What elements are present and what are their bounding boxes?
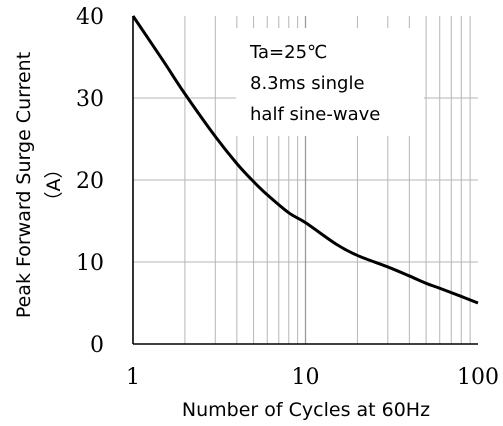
y-axis-label: Peak Forward Surge Current	[13, 52, 35, 318]
y-tick-labels: 0 10 20 30 40	[76, 5, 104, 358]
annotation-line-1: Ta=25℃	[249, 42, 327, 63]
y-tick-label: 20	[76, 169, 104, 194]
plot-frame	[132, 16, 478, 345]
series-line	[131, 15, 479, 305]
y-tick-label: 10	[76, 251, 104, 276]
y-tick-label: 30	[76, 87, 104, 112]
annotation-line-3: half sine-wave	[250, 104, 380, 125]
x-tick-label: 10	[292, 365, 320, 390]
x-axis-label: Number of Cycles at 60Hz	[182, 399, 430, 421]
x-tick-label: 100	[457, 365, 499, 390]
y-tick-label: 0	[90, 333, 104, 358]
y-tick-label: 40	[76, 5, 104, 30]
x-tick-label: 1	[126, 365, 140, 390]
x-tick-labels: 1 10 100	[126, 365, 499, 390]
annotation-line-2: 8.3ms single	[250, 73, 365, 94]
annotation-box	[236, 28, 424, 136]
y-axis-unit: （A）	[43, 160, 65, 211]
